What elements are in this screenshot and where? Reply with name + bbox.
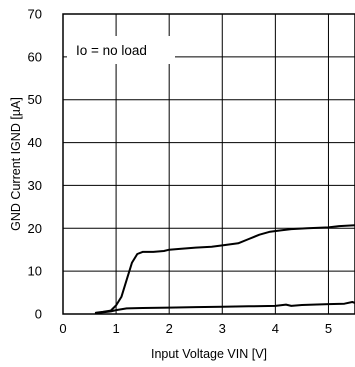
x-tick-label: 1 xyxy=(112,321,119,336)
y-tick-label: 0 xyxy=(35,307,42,322)
annotation-box: Io = no load xyxy=(67,36,175,64)
x-axis-title: Input Voltage VIN [V] xyxy=(151,347,267,361)
y-tick-label: 40 xyxy=(28,135,42,150)
series-lines xyxy=(94,224,355,315)
x-tick-label: 0 xyxy=(59,321,66,336)
annotation-text: Io = no load xyxy=(76,43,147,58)
y-tick-label: 70 xyxy=(28,7,42,22)
y-tick-label: 60 xyxy=(28,49,42,64)
y-tick-labels: 0 10 20 30 40 50 60 70 xyxy=(28,7,42,322)
x-tick-label: 5 xyxy=(325,321,332,336)
x-tick-label: 3 xyxy=(219,321,226,336)
x-tick-label: 4 xyxy=(272,321,279,336)
y-axis-title: GND Current IGND [µA] xyxy=(9,97,23,231)
x-tick-labels: 0 1 2 3 4 5 xyxy=(59,321,332,336)
y-tick-label: 30 xyxy=(28,178,42,193)
plot-frame xyxy=(62,13,355,315)
y-tick-label: 20 xyxy=(28,221,42,236)
annotation-background xyxy=(67,36,175,64)
y-tick-label: 50 xyxy=(28,92,42,107)
series-line-1 xyxy=(94,224,355,314)
series-line-2 xyxy=(94,301,355,315)
x-tick-label: 2 xyxy=(166,321,173,336)
y-tick-label: 10 xyxy=(28,264,42,279)
